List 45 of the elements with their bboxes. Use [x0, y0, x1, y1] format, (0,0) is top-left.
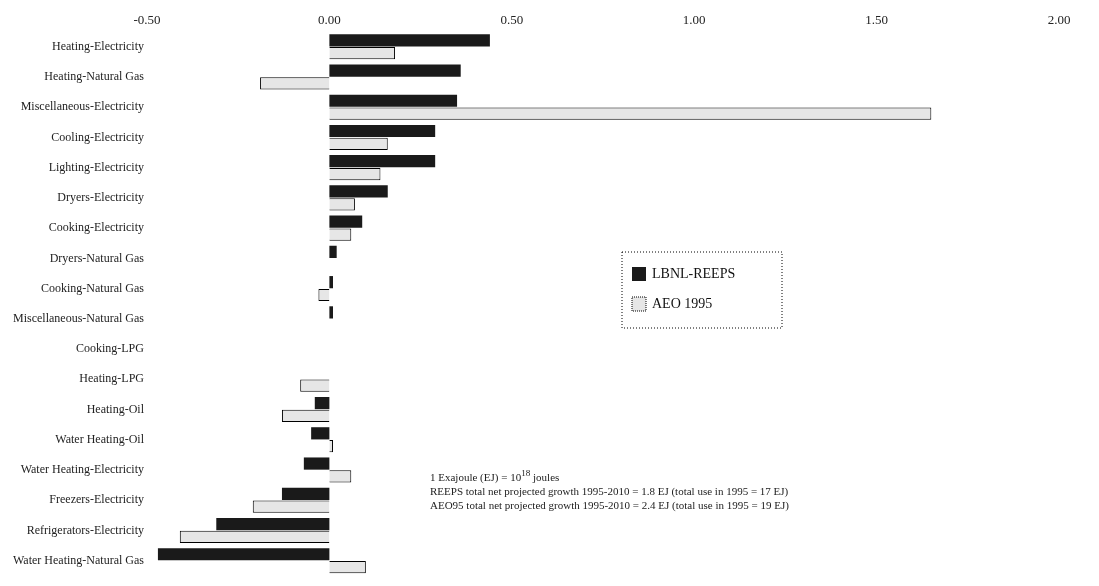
x-tick-label: -0.50 — [133, 12, 161, 28]
bar — [157, 548, 330, 561]
bar — [329, 34, 490, 47]
bar — [216, 517, 330, 531]
y-tick-label: Water Heating-Oil — [55, 431, 145, 446]
bar — [329, 245, 337, 259]
y-tick-label: Lighting-Electricity — [48, 159, 144, 174]
bar — [281, 487, 330, 500]
y-tick-label: Heating-Electricity — [52, 38, 144, 53]
y-tick-label: Heating-Oil — [86, 401, 145, 416]
y-tick-label: Heating-LPG — [79, 371, 145, 386]
y-tick-label: Refrigerators-Electricity — [26, 522, 144, 537]
y-tick-label: Miscellaneous-Natural Gas — [13, 310, 145, 325]
y-tick-label: Dryers-Electricity — [57, 190, 144, 205]
x-tick-label: 1.00 — [682, 12, 706, 28]
y-tick-label: Cooking-Electricity — [48, 220, 144, 235]
x-tick-label: 2.00 — [1047, 12, 1071, 28]
x-tick-label: 0.00 — [318, 12, 341, 28]
x-tick-label: 1.50 — [865, 12, 888, 28]
annotation: 1 Exajoule (EJ) = 10$^{18}$ joules — [430, 467, 561, 484]
bar — [314, 396, 330, 410]
bar — [329, 64, 461, 77]
y-tick-label: Cooking-LPG — [75, 341, 145, 356]
y-tick-label: Cooling-Electricity — [51, 129, 144, 144]
y-tick-label: Water Heating-Natural Gas — [12, 552, 145, 567]
bar — [329, 306, 334, 319]
legend-label: AEO 1995 — [652, 295, 713, 311]
y-tick-label: Heating-Natural Gas — [44, 69, 145, 84]
legend-label: LBNL-REEPS — [652, 265, 736, 281]
bar — [329, 276, 334, 289]
bar — [329, 185, 388, 198]
bar — [303, 457, 330, 470]
bar — [329, 155, 436, 168]
x-tick-label: 0.50 — [500, 12, 524, 28]
y-tick-label: Freezers-Electricity — [49, 492, 144, 507]
annotation: REEPS total net projected growth 1995-2010 = 1.8 EJ (total use in 1995 = 17 EJ) — [430, 483, 789, 498]
bar — [329, 124, 436, 138]
y-tick-label: Miscellaneous-Electricity — [20, 99, 144, 114]
y-tick-label: Water Heating-Electricity — [20, 462, 144, 477]
bar — [329, 94, 458, 107]
y-tick-label: Cooking-Natural Gas — [40, 280, 145, 295]
annotation: AEO95 total net projected growth 1995-2010 = 2.4 EJ (total use in 1995 = 19 EJ) — [430, 497, 789, 512]
bar — [329, 215, 363, 228]
y-tick-label: Dryers-Natural Gas — [49, 250, 145, 265]
bar — [311, 427, 330, 440]
